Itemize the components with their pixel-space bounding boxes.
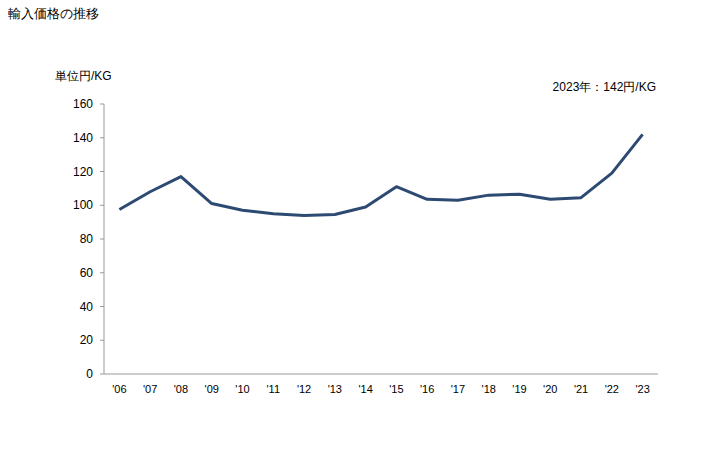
y-tick xyxy=(100,340,104,341)
y-tick xyxy=(100,104,104,105)
y-tick-label: 100 xyxy=(73,198,93,212)
x-tick-label: '15 xyxy=(389,383,403,395)
chart: 輸入価格の推移単位円/KG 2023年：142円/KG 0 20 40 60 80 100 12… xyxy=(0,0,728,450)
plot-area xyxy=(119,134,642,215)
y-tick-label: 160 xyxy=(73,97,93,111)
y-tick-label: 20 xyxy=(80,333,94,347)
x-tick-label: '22 xyxy=(605,383,619,395)
x-tick-label: '07 xyxy=(143,383,157,395)
y-tick xyxy=(100,239,104,240)
x-tick-label: '10 xyxy=(235,383,249,395)
y-tick-label: 80 xyxy=(80,232,94,246)
x-tick-label: '18 xyxy=(482,383,496,395)
x-tick-label: '14 xyxy=(358,383,372,395)
y-tick-label: 60 xyxy=(80,266,94,280)
y-tick-label: 40 xyxy=(80,300,94,314)
x-tick-label: '16 xyxy=(420,383,434,395)
y-tick xyxy=(100,205,104,206)
x-tick-label: '11 xyxy=(267,383,281,395)
x-tick-label: '19 xyxy=(512,383,526,395)
x-tick-label: '21 xyxy=(574,383,588,395)
y-axis-label: 単位円/KG xyxy=(55,69,112,83)
x-tick-label: '12 xyxy=(297,383,311,395)
x-tick-label: '20 xyxy=(543,383,557,395)
y-tick xyxy=(100,306,104,307)
x-tick-label: '17 xyxy=(451,383,465,395)
x-tick-label: '08 xyxy=(174,383,188,395)
y-tick-label: 0 xyxy=(86,367,93,381)
y-tick xyxy=(100,171,104,172)
x-tick-label: '06 xyxy=(112,383,126,395)
price-line xyxy=(119,134,642,215)
y-tick-label: 120 xyxy=(73,165,93,179)
x-axis xyxy=(104,374,658,375)
x-tick-label: '09 xyxy=(205,383,219,395)
y-tick xyxy=(100,374,104,375)
x-tick-label: '23 xyxy=(635,383,649,395)
annotation: 2023年：142円/KG xyxy=(553,80,656,94)
y-tick xyxy=(100,272,104,273)
title: 輸入価格の推移 xyxy=(8,6,99,21)
y-tick xyxy=(100,137,104,138)
y-tick-label: 140 xyxy=(73,131,93,145)
x-tick-label: '13 xyxy=(328,383,342,395)
